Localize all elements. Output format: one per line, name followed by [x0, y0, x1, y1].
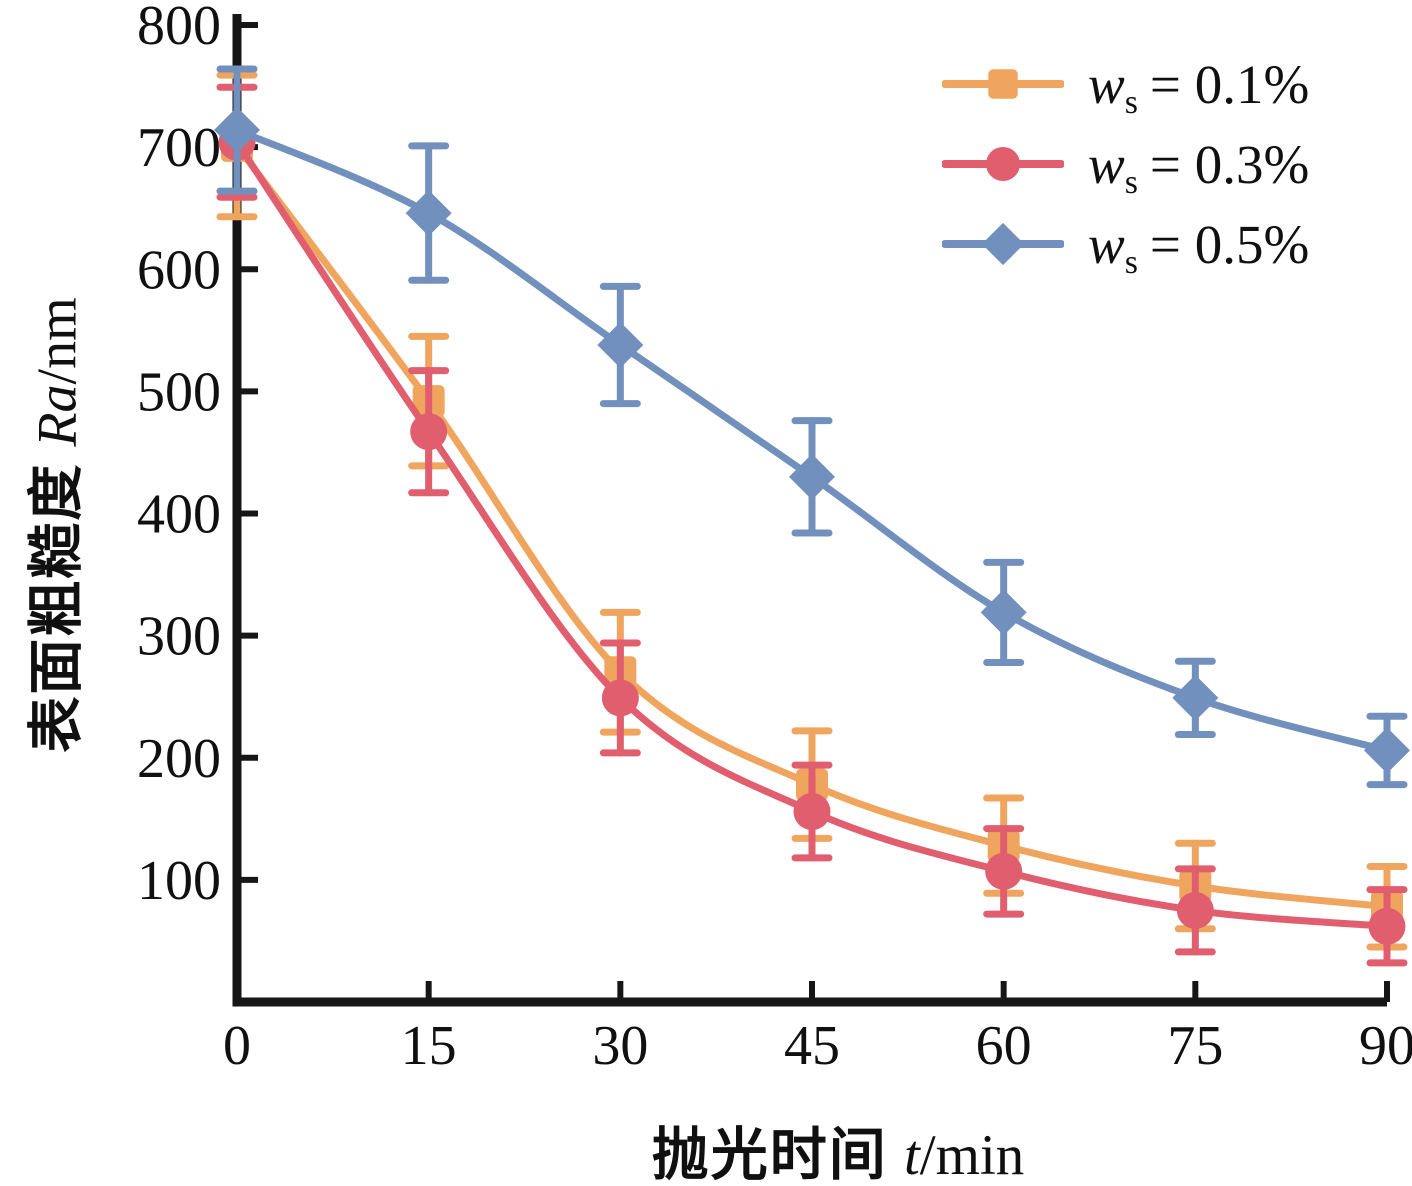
- y-tick-label: 200: [137, 728, 221, 790]
- legend-swatch: [941, 146, 1065, 182]
- square-marker-icon: [988, 69, 1018, 99]
- y-tick-label: 400: [137, 484, 221, 546]
- y-tick-label: 300: [137, 606, 221, 668]
- diamond-marker-icon: [1172, 674, 1219, 721]
- legend-swatch: [941, 69, 1065, 99]
- circle-marker-icon: [985, 146, 1021, 182]
- x-tick-label: 90: [1359, 1015, 1412, 1077]
- y-tick-label: 100: [137, 850, 221, 912]
- circle-marker-icon: [410, 413, 448, 451]
- y-axis-title: 表面粗糙度 Ra/nm: [12, 297, 93, 752]
- x-tick-label: 75: [1167, 1015, 1223, 1077]
- circle-marker-icon: [793, 792, 831, 830]
- x-axis-title: 抛光时间 t/min: [652, 1109, 1025, 1186]
- y-tick-label: 800: [137, 0, 221, 57]
- y-axis-title-unit: /nm: [26, 297, 89, 385]
- circle-marker-icon: [1176, 891, 1214, 929]
- circle-marker-icon: [1368, 907, 1406, 945]
- legend-label: ws = 0.3%: [1088, 133, 1310, 201]
- x-tick-label: 15: [401, 1015, 457, 1077]
- legend-item-ws-0.3: ws = 0.3%: [941, 124, 1310, 204]
- circle-marker-icon: [985, 852, 1023, 890]
- diamond-marker-icon: [597, 321, 644, 368]
- legend: ws = 0.1% ws = 0.3% ws = 0.5%: [941, 44, 1310, 284]
- diamond-marker-icon: [980, 589, 1027, 636]
- x-axis-title-cjk: 抛光时间: [651, 1124, 904, 1186]
- legend-label: ws = 0.5%: [1088, 213, 1310, 281]
- circle-marker-icon: [601, 679, 639, 717]
- circle-marker-icon: [941, 135, 1065, 193]
- diamond-marker-icon: [981, 222, 1025, 266]
- y-tick-label: 700: [137, 117, 221, 179]
- legend-label: ws = 0.1%: [1088, 53, 1310, 121]
- diamond-marker-icon: [1364, 727, 1410, 774]
- y-tick-label: 500: [137, 361, 221, 423]
- x-tick-label: 45: [784, 1015, 840, 1077]
- x-tick-label: 60: [976, 1015, 1032, 1077]
- y-axis-title-symbol: Ra: [26, 384, 89, 447]
- x-axis-title-unit: /min: [919, 1124, 1025, 1186]
- legend-item-ws-0.1: ws = 0.1%: [941, 44, 1310, 124]
- x-tick-label: 0: [223, 1015, 251, 1077]
- diamond-marker-icon: [214, 107, 260, 154]
- series-ws=0.5%: [214, 65, 1410, 789]
- y-tick-label: 600: [137, 239, 221, 301]
- diamond-marker-icon: [789, 453, 835, 500]
- x-tick-label: 30: [592, 1015, 648, 1077]
- legend-item-ws-0.5: ws = 0.5%: [941, 204, 1310, 284]
- square-marker-icon: [941, 55, 1065, 113]
- legend-swatch: [941, 222, 1065, 266]
- diamond-marker-icon: [405, 190, 452, 237]
- x-axis-title-symbol: t: [903, 1124, 920, 1186]
- diamond-marker-icon: [941, 215, 1065, 273]
- y-axis-title-cjk: 表面粗糙度: [26, 446, 89, 753]
- axes: 100 200 300 400 500 600 700 800 0 15 30 45 60 75 90: [137, 0, 1412, 1077]
